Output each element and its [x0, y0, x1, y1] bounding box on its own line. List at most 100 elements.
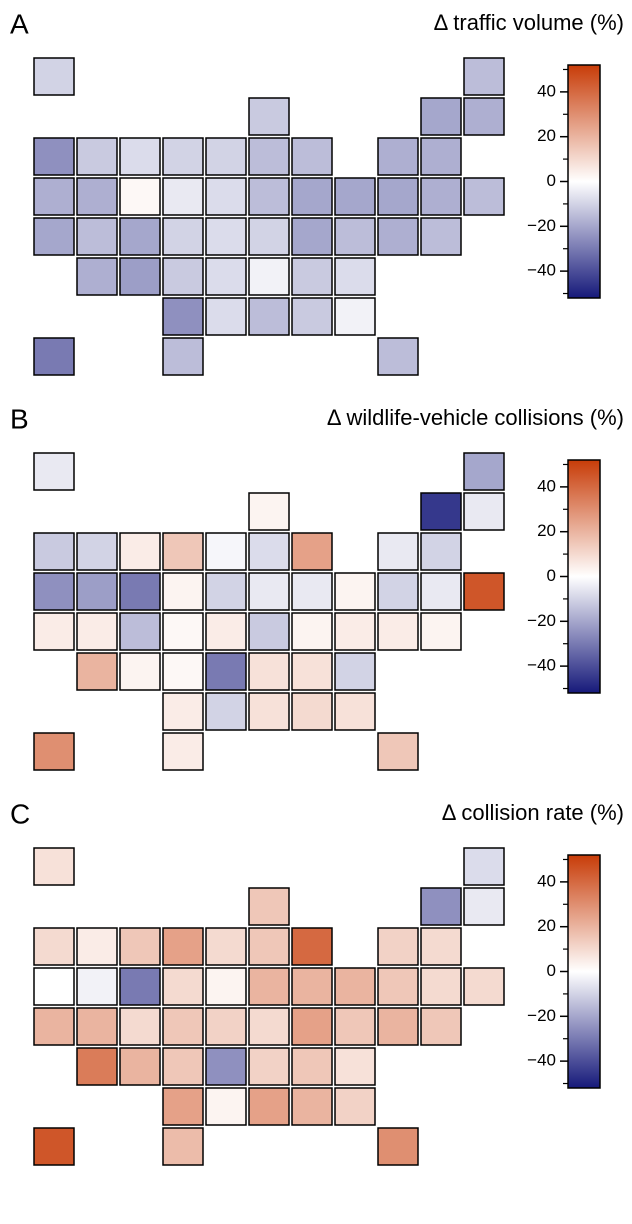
state: [291, 967, 333, 1006]
state: [334, 1007, 376, 1046]
colorbar-tick-label: 0: [547, 171, 556, 190]
state: [334, 652, 376, 691]
state: [248, 692, 290, 731]
state: [291, 692, 333, 731]
state: [377, 337, 419, 376]
state: [248, 1007, 290, 1046]
state: [291, 217, 333, 256]
state: [162, 532, 204, 571]
state: [119, 217, 161, 256]
state: [463, 452, 505, 491]
state: [463, 97, 505, 136]
state: [248, 257, 290, 296]
state: [205, 967, 247, 1006]
state: [162, 257, 204, 296]
state: [162, 217, 204, 256]
state: [420, 177, 462, 216]
state: [377, 612, 419, 651]
state: [420, 492, 462, 531]
state: [205, 217, 247, 256]
state: [420, 532, 462, 571]
state: [205, 297, 247, 336]
state: [463, 57, 505, 96]
state: [291, 257, 333, 296]
state: [248, 492, 290, 531]
state: [162, 1087, 204, 1126]
state: [119, 927, 161, 966]
state: [291, 612, 333, 651]
state: [162, 177, 204, 216]
state: [33, 137, 75, 176]
state: [334, 967, 376, 1006]
state: [377, 1127, 419, 1166]
state: [119, 572, 161, 611]
state: [248, 572, 290, 611]
state: [119, 612, 161, 651]
state: [162, 572, 204, 611]
state: [334, 297, 376, 336]
state: [205, 652, 247, 691]
state: [33, 732, 75, 771]
panel-label: B: [10, 403, 29, 434]
state: [248, 297, 290, 336]
state: [205, 1007, 247, 1046]
state: [162, 732, 204, 771]
state: [334, 1087, 376, 1126]
colorbar: [567, 854, 601, 1089]
state: [377, 572, 419, 611]
state: [334, 177, 376, 216]
state: [33, 612, 75, 651]
state: [377, 217, 419, 256]
state: [291, 137, 333, 176]
state: [248, 532, 290, 571]
state: [205, 257, 247, 296]
state: [162, 1127, 204, 1166]
state: [463, 847, 505, 886]
state: [420, 927, 462, 966]
state: [76, 137, 118, 176]
colorbar-tick-label: −40: [527, 1051, 556, 1070]
state: [33, 847, 75, 886]
state: [248, 1087, 290, 1126]
state: [248, 137, 290, 176]
state: [119, 137, 161, 176]
state: [377, 1007, 419, 1046]
state: [334, 1047, 376, 1086]
state: [420, 137, 462, 176]
state: [248, 967, 290, 1006]
state: [33, 57, 75, 96]
state: [205, 1047, 247, 1086]
state: [334, 572, 376, 611]
state: [205, 692, 247, 731]
colorbar-tick-label: 40: [537, 871, 556, 890]
state: [334, 257, 376, 296]
colorbar-tick-label: 40: [537, 81, 556, 100]
state: [162, 1007, 204, 1046]
state: [76, 257, 118, 296]
state: [205, 927, 247, 966]
state: [463, 572, 505, 611]
state: [463, 967, 505, 1006]
state: [33, 452, 75, 491]
panel-label: A: [10, 8, 29, 39]
state: [162, 692, 204, 731]
state: [205, 612, 247, 651]
state: [33, 927, 75, 966]
state: [420, 217, 462, 256]
state: [119, 1007, 161, 1046]
colorbar-tick-label: 0: [547, 961, 556, 980]
state: [162, 612, 204, 651]
state: [119, 257, 161, 296]
state: [162, 967, 204, 1006]
state: [248, 1047, 290, 1086]
state: [377, 967, 419, 1006]
state: [377, 532, 419, 571]
state: [119, 532, 161, 571]
state: [377, 732, 419, 771]
state: [33, 217, 75, 256]
state: [420, 1007, 462, 1046]
state: [33, 1007, 75, 1046]
state: [291, 532, 333, 571]
state: [205, 177, 247, 216]
